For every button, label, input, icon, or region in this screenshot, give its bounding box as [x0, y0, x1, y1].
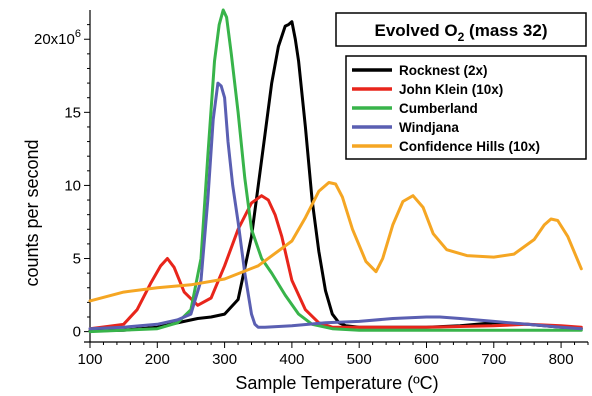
- legend-label-3: Windjana: [399, 120, 459, 135]
- y-tick-label: 0: [73, 324, 81, 341]
- y-tick-label: 5: [73, 251, 81, 268]
- legend-title-box: [335, 12, 587, 47]
- x-tick-label: 300: [212, 351, 237, 368]
- series-line-2: [88, 8, 583, 334]
- y-tick-exponent: 6: [75, 28, 81, 40]
- y-tick-label: 10: [64, 177, 81, 194]
- x-tick-label: 800: [549, 351, 574, 368]
- series-line-3: [88, 81, 583, 331]
- legend-title-subscript: 2: [458, 30, 465, 44]
- legend-label-4: Confidence Hills (10x): [399, 139, 540, 154]
- legend-label-1: John Klein (10x): [399, 82, 503, 97]
- x-tick-label: 100: [77, 351, 102, 368]
- series-layer: [88, 8, 583, 334]
- x-axis-label: Sample Temperature (ºC): [235, 373, 438, 393]
- x-tick-label: 200: [145, 351, 170, 368]
- y-tick-label: 20x106: [34, 28, 81, 48]
- x-tick-label: 500: [347, 351, 372, 368]
- legend: Evolved O2 (mass 32) Rocknest (2x) John Kl…: [335, 12, 587, 160]
- series-line-1: [88, 194, 583, 331]
- y-tick-label: 15: [64, 104, 81, 121]
- x-tick-label: 400: [279, 351, 304, 368]
- legend-label-2: Cumberland: [399, 101, 478, 116]
- axes: 100 200 300 400 500 600 700 800 0 5 10 15 20x106: [34, 10, 589, 368]
- y-axis-label: counts per second: [22, 139, 42, 286]
- legend-title-suffix: (mass 32): [464, 21, 547, 40]
- legend-title: Evolved O2 (mass 32): [375, 21, 548, 44]
- x-tick-label: 700: [481, 351, 506, 368]
- legend-label-0: Rocknest (2x): [399, 63, 488, 78]
- x-tick-label: 600: [414, 351, 439, 368]
- series-line-4: [88, 181, 583, 303]
